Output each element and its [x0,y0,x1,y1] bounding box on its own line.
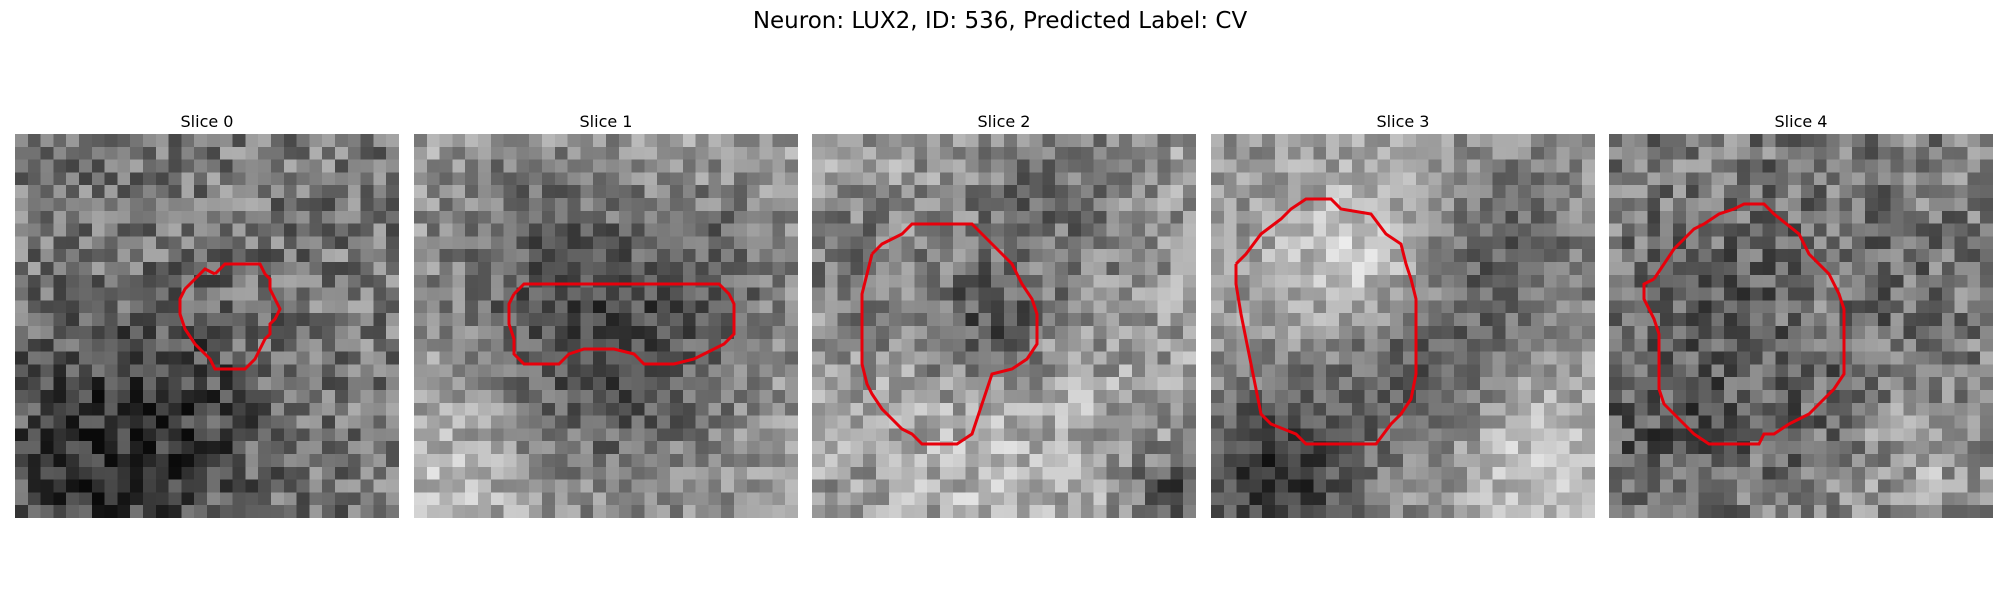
microscopy-image-3 [1211,134,1595,518]
slice-title-3: Slice 3 [1376,112,1430,131]
slice-title-0: Slice 0 [180,112,234,131]
figure-title: Neuron: LUX2, ID: 536, Predicted Label: … [752,8,1248,34]
contour-overlay-4 [1642,202,1846,446]
contour-overlay-1 [507,282,736,366]
roi-contour-0 [178,262,282,371]
slice-title-4: Slice 4 [1774,112,1828,131]
slice-image-1 [414,134,798,518]
roi-contour-4 [1642,202,1846,446]
slice-panel-2: Slice 2 [812,112,1196,518]
slice-title-2: Slice 2 [977,112,1031,131]
contour-overlay-0 [178,262,282,371]
contour-overlay-2 [860,222,1039,446]
slice-image-0 [15,134,399,518]
slice-title-1: Slice 1 [579,112,633,131]
roi-contour-1 [507,282,736,366]
roi-contour-2 [860,222,1039,446]
slice-image-4 [1609,134,1993,518]
microscopy-image-4 [1609,134,1993,518]
slice-panel-0: Slice 0 [15,112,399,518]
microscopy-image-0 [15,134,399,518]
slice-panel-1: Slice 1 [414,112,798,518]
microscopy-image-2 [812,134,1196,518]
slice-image-3 [1211,134,1595,518]
slice-image-2 [812,134,1196,518]
roi-contour-3 [1234,197,1418,446]
slice-panel-4: Slice 4 [1609,112,1993,518]
contour-overlay-3 [1234,197,1418,446]
slice-panel-3: Slice 3 [1211,112,1595,518]
